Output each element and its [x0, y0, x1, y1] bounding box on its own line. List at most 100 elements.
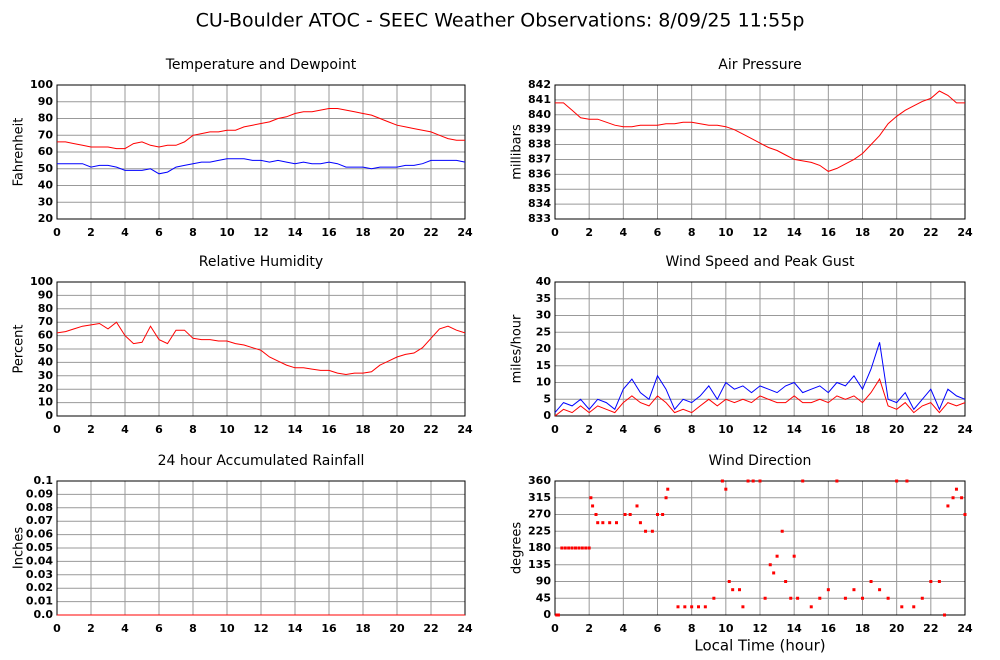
y-tick-label: 90 — [38, 288, 54, 301]
y-axis-label: miles/hour — [510, 314, 525, 383]
x-tick-label: 4 — [121, 226, 129, 239]
plot-frame — [56, 281, 466, 417]
y-tick-label: 836 — [528, 167, 551, 180]
x-tick-label: 8 — [688, 423, 696, 436]
data-point — [676, 605, 680, 609]
data-line — [554, 377, 966, 417]
data-point — [963, 513, 967, 516]
data-point — [835, 479, 839, 483]
y-tick-label: 35 — [536, 292, 551, 305]
data-point — [895, 479, 899, 483]
data-point — [697, 605, 700, 609]
y-axis-label: Percent — [12, 325, 27, 374]
x-tick-label: 10 — [219, 226, 235, 239]
y-tick-label: 270 — [528, 508, 551, 521]
data-point — [818, 596, 822, 600]
x-tick-label: 12 — [752, 423, 767, 436]
y-tick-label: 20 — [38, 212, 54, 225]
x-tick-label: 14 — [787, 423, 803, 436]
x-tick-label: 6 — [654, 226, 662, 239]
x-tick-label: 10 — [718, 226, 734, 239]
data-point — [801, 479, 805, 483]
y-tick-label: 135 — [528, 558, 551, 571]
y-tick-label: 30 — [38, 195, 54, 208]
x-tick-label: 20 — [389, 622, 405, 635]
x-tick-label: 18 — [855, 423, 870, 436]
x-tick-label: 12 — [253, 226, 268, 239]
data-point — [584, 546, 588, 550]
x-tick-label: 2 — [87, 423, 95, 436]
data-point — [920, 596, 924, 600]
y-tick-label: 60 — [38, 329, 54, 342]
x-tick-label: 14 — [787, 622, 803, 635]
y-tick-label: 100 — [30, 78, 53, 91]
data-point — [608, 521, 612, 525]
data-point — [789, 596, 793, 600]
y-tick-label: 15 — [536, 359, 551, 372]
y-tick-label: 0.07 — [26, 514, 53, 527]
data-point — [763, 596, 767, 600]
chart-title: Wind Direction — [709, 453, 812, 469]
x-tick-label: 20 — [889, 423, 905, 436]
x-tick-label: 22 — [423, 423, 438, 436]
y-tick-label: 70 — [38, 128, 54, 141]
data-point — [878, 588, 882, 592]
x-tick-label: 16 — [321, 423, 337, 436]
data-point — [656, 513, 659, 516]
x-tick-label: 14 — [287, 423, 303, 436]
data-point — [644, 529, 648, 533]
data-point — [712, 596, 716, 600]
data-point — [772, 571, 776, 575]
x-tick-label: 18 — [855, 622, 870, 635]
y-tick-label: 50 — [38, 342, 54, 355]
y-tick-label: 40 — [38, 179, 54, 192]
data-point — [650, 529, 654, 533]
x-tick-label: 16 — [821, 622, 837, 635]
x-tick-label: 14 — [287, 226, 303, 239]
data-point — [943, 613, 946, 617]
data-point — [666, 487, 670, 491]
data-point — [615, 521, 618, 525]
x-tick-label: 24 — [457, 226, 473, 239]
x-tick-label: 4 — [620, 226, 628, 239]
x-tick-label: 10 — [718, 622, 734, 635]
x-tick-label: 0 — [551, 423, 559, 436]
x-tick-label: 12 — [253, 423, 268, 436]
y-tick-label: 835 — [528, 182, 551, 195]
y-tick-label: 90 — [38, 95, 54, 108]
data-point — [843, 596, 847, 600]
x-tick-label: 0 — [551, 226, 559, 239]
data-point — [601, 521, 605, 525]
data-point — [768, 563, 772, 567]
x-tick-label: 6 — [654, 423, 662, 436]
data-point — [731, 588, 735, 592]
data-point — [638, 521, 642, 525]
y-tick-label: 50 — [38, 162, 54, 175]
data-line — [57, 108, 465, 150]
y-tick-label: 10 — [536, 376, 552, 389]
y-tick-label: 20 — [536, 342, 552, 355]
chart-title: Wind Speed and Peak Gust — [666, 254, 855, 270]
x-tick-label: 2 — [87, 622, 95, 635]
data-point — [690, 605, 694, 609]
plot-frame — [56, 84, 466, 220]
y-axis-label: Fahrenheit — [12, 118, 27, 187]
x-tick-label: 16 — [821, 226, 837, 239]
data-point — [826, 588, 830, 592]
x-tick-label: 0 — [53, 622, 61, 635]
y-tick-label: 0.06 — [26, 528, 53, 541]
x-tick-label: 6 — [155, 423, 163, 436]
x-tick-label: 24 — [457, 622, 473, 635]
y-tick-label: 0.08 — [26, 501, 53, 514]
x-tick-label: 16 — [821, 423, 837, 436]
y-tick-label: 180 — [528, 541, 551, 554]
y-tick-label: 0 — [45, 409, 53, 422]
x-tick-label: 6 — [654, 622, 662, 635]
y-tick-label: 20 — [38, 382, 54, 395]
x-tick-label: 22 — [423, 226, 438, 239]
y-tick-label: 838 — [528, 138, 551, 151]
x-tick-label: 16 — [321, 622, 337, 635]
data-point — [720, 479, 724, 483]
